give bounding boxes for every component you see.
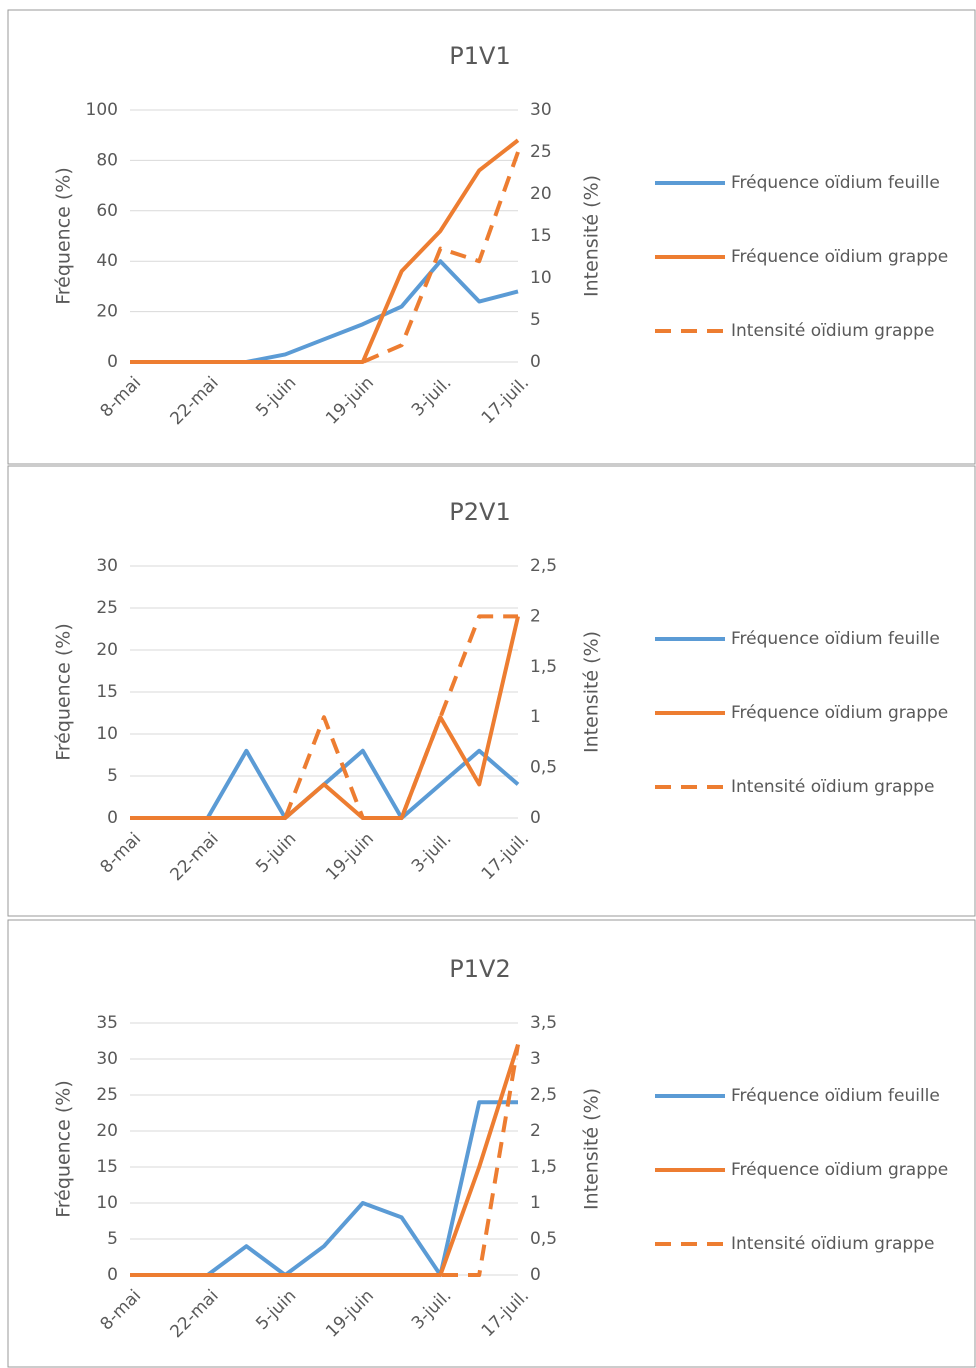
y-tick-label: 80 [96,150,118,170]
y2-tick-label: 3 [530,1049,541,1069]
y-tick-label: 40 [96,251,118,271]
y-tick-label: 60 [96,201,118,221]
legend-label: Intensité oïdium grappe [731,777,934,797]
legend-label: Fréquence oïdium feuille [731,1086,940,1106]
legend-label: Fréquence oïdium grappe [731,1160,948,1180]
y2-axis-title: Intensité (%) [581,1088,603,1210]
y2-tick-label: 0 [530,808,541,828]
y2-tick-label: 1,5 [530,657,557,677]
y2-axis-title: Intensité (%) [581,175,603,297]
y-tick-label: 15 [96,1157,118,1177]
y2-tick-label: 1,5 [530,1157,557,1177]
y-tick-label: 10 [96,724,118,744]
panel-frame [7,919,976,1368]
y-tick-label: 10 [96,1193,118,1213]
chart-title: P1V1 [449,42,510,70]
y2-axis-title: Intensité (%) [581,631,603,753]
y2-tick-label: 20 [530,184,552,204]
y2-tick-label: 2,5 [530,556,557,576]
legend-label: Fréquence oïdium feuille [731,629,940,649]
y2-tick-label: 0,5 [530,1229,557,1249]
y2-tick-label: 2 [530,1121,541,1141]
panel-frame [7,465,976,917]
y2-tick-label: 10 [530,268,552,288]
y2-tick-label: 15 [530,226,552,246]
y2-tick-label: 1 [530,1193,541,1213]
y2-tick-label: 2 [530,606,541,626]
y-tick-label: 15 [96,682,118,702]
legend-label: Fréquence oïdium grappe [731,247,948,267]
y-axis-title: Fréquence (%) [53,623,75,761]
y2-tick-label: 30 [530,100,552,120]
y-tick-label: 0 [107,1265,118,1285]
y-tick-label: 25 [96,1085,118,1105]
y-tick-label: 30 [96,1049,118,1069]
legend-label: Fréquence oïdium feuille [731,173,940,193]
y-tick-label: 30 [96,556,118,576]
data-line [130,614,518,820]
y-axis-title: Fréquence (%) [53,1080,75,1218]
y-tick-label: 0 [107,352,118,372]
y-tick-label: 20 [96,640,118,660]
y-tick-label: 5 [107,766,118,786]
y-tick-label: 35 [96,1013,118,1033]
y-tick-label: 20 [96,1121,118,1141]
data-line [130,151,520,364]
y2-tick-label: 0 [530,352,541,372]
y2-tick-label: 25 [530,142,552,162]
data-line [130,1044,520,1277]
y-tick-label: 20 [96,302,118,322]
y2-tick-label: 0 [530,1265,541,1285]
y-tick-label: 5 [107,1229,118,1249]
chart-title: P1V2 [449,955,510,983]
y2-tick-label: 0,5 [530,758,557,778]
y2-tick-label: 5 [530,310,541,330]
y2-tick-label: 2,5 [530,1085,557,1105]
legend-label: Fréquence oïdium grappe [731,703,948,723]
legend-label: Intensité oïdium grappe [731,321,934,341]
chart-title: P2V1 [449,498,510,526]
y-tick-label: 25 [96,598,118,618]
legend-label: Intensité oïdium grappe [731,1234,934,1254]
y-tick-label: 100 [86,100,118,120]
y-tick-label: 0 [107,808,118,828]
panel-frame [7,9,976,465]
y2-tick-label: 3,5 [530,1013,557,1033]
y-axis-title: Fréquence (%) [53,167,75,305]
y2-tick-label: 1 [530,707,541,727]
